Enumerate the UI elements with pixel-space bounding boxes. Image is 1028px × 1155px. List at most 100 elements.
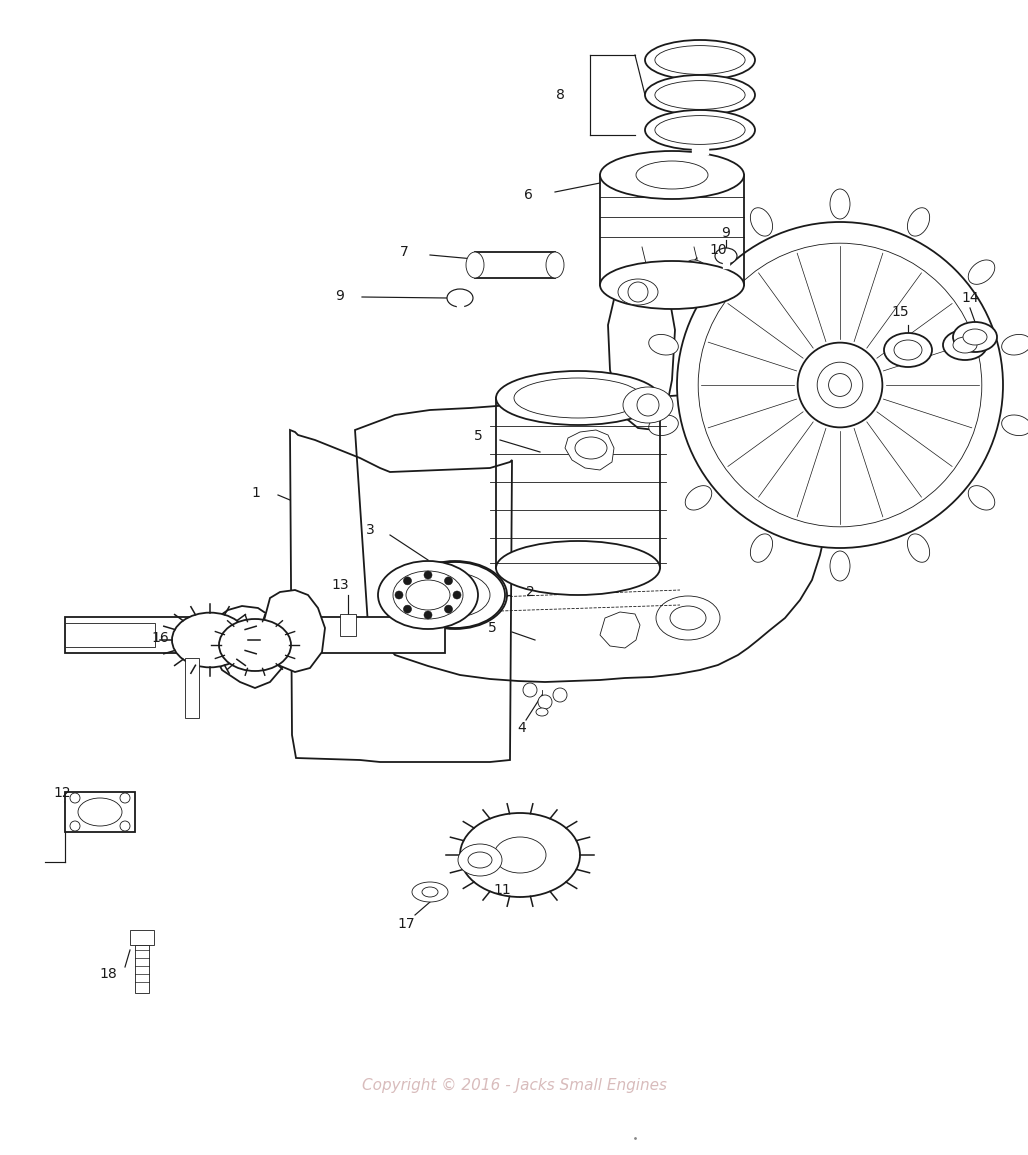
Polygon shape [600,612,640,648]
Ellipse shape [656,596,720,640]
Text: 15: 15 [891,305,909,319]
Ellipse shape [618,280,658,305]
Circle shape [424,611,432,619]
Circle shape [829,373,851,396]
Text: 5: 5 [487,621,497,635]
Ellipse shape [514,378,642,418]
Text: 7: 7 [400,245,408,259]
Ellipse shape [894,340,922,360]
Circle shape [404,576,411,584]
Ellipse shape [546,252,564,278]
Ellipse shape [403,561,507,629]
Ellipse shape [1001,335,1028,355]
Ellipse shape [968,485,995,511]
Text: 9: 9 [722,226,731,240]
Circle shape [120,821,130,830]
Ellipse shape [466,252,484,278]
Ellipse shape [623,387,673,423]
Ellipse shape [715,248,737,264]
Polygon shape [262,590,325,672]
Ellipse shape [649,335,678,355]
Ellipse shape [412,882,448,902]
Ellipse shape [495,541,660,595]
Circle shape [628,282,648,301]
Ellipse shape [655,116,745,144]
Circle shape [395,591,403,599]
Circle shape [698,244,982,527]
Ellipse shape [406,580,450,610]
Ellipse shape [750,208,773,236]
Text: 5: 5 [474,429,482,444]
Ellipse shape [468,852,492,869]
Ellipse shape [830,551,850,581]
Polygon shape [565,430,614,470]
Text: 10: 10 [709,243,727,258]
Ellipse shape [78,798,122,826]
Ellipse shape [968,260,995,284]
Circle shape [637,394,659,416]
Ellipse shape [963,329,987,345]
Ellipse shape [884,333,932,367]
Ellipse shape [686,260,711,284]
Ellipse shape [750,534,773,562]
Circle shape [404,605,411,613]
Ellipse shape [908,534,929,562]
Ellipse shape [219,619,291,671]
Ellipse shape [953,337,977,353]
Ellipse shape [172,612,248,668]
Ellipse shape [645,110,755,150]
Text: 12: 12 [53,787,71,800]
Ellipse shape [417,571,493,619]
Polygon shape [355,392,830,681]
Bar [475,252,555,278]
Ellipse shape [495,371,660,425]
Ellipse shape [655,45,745,74]
Ellipse shape [378,561,478,629]
Ellipse shape [600,261,744,310]
Ellipse shape [645,40,755,80]
Text: 11: 11 [493,884,511,897]
Circle shape [538,695,552,709]
Ellipse shape [447,289,473,307]
Ellipse shape [536,708,548,716]
Ellipse shape [420,573,490,617]
Polygon shape [608,282,675,430]
Circle shape [523,683,537,696]
Bar [185,658,199,718]
Ellipse shape [655,81,745,110]
Bar [135,945,149,993]
Circle shape [798,343,882,427]
Ellipse shape [670,606,706,629]
Circle shape [553,688,567,702]
Ellipse shape [575,437,607,459]
Text: 13: 13 [331,578,348,593]
Circle shape [817,363,862,408]
Circle shape [444,605,452,613]
Circle shape [677,222,1003,547]
Circle shape [444,576,452,584]
Text: 9: 9 [335,289,344,303]
Text: 2: 2 [525,584,535,599]
Ellipse shape [686,485,711,511]
Text: 6: 6 [523,188,533,202]
Text: 17: 17 [397,917,415,931]
Ellipse shape [494,837,546,873]
Circle shape [120,793,130,803]
Ellipse shape [943,330,987,360]
Ellipse shape [649,415,678,435]
Bar [65,623,155,647]
Text: 4: 4 [518,721,526,735]
Circle shape [453,591,461,599]
Bar [340,614,356,636]
Text: Copyright © 2016 - Jacks Small Engines: Copyright © 2016 - Jacks Small Engines [362,1078,666,1093]
Text: 1: 1 [252,486,260,500]
Ellipse shape [953,322,997,352]
Ellipse shape [600,151,744,199]
Ellipse shape [405,562,505,628]
Ellipse shape [636,161,708,189]
Ellipse shape [830,189,850,219]
Text: 18: 18 [99,967,117,981]
Circle shape [424,571,432,579]
Circle shape [70,821,80,830]
Ellipse shape [908,208,929,236]
